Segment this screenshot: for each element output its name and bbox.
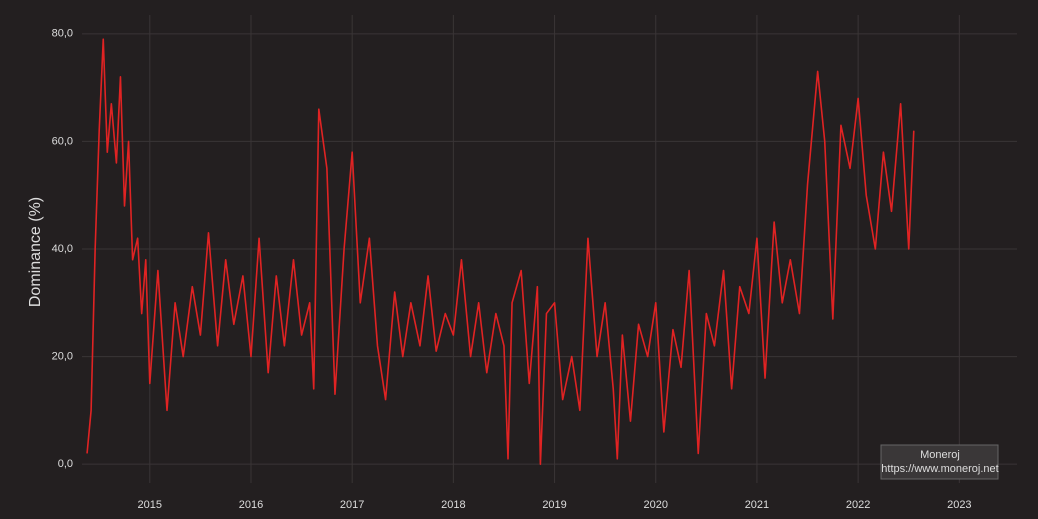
x-tick-label: 2020 bbox=[644, 499, 668, 511]
x-tick-label: 2017 bbox=[340, 499, 364, 511]
annotation: https://www.moneroj.net bbox=[881, 463, 998, 475]
x-tick-label: 2021 bbox=[745, 499, 769, 511]
x-tick-label: 2015 bbox=[138, 499, 162, 511]
x-tick-label: 2022 bbox=[846, 499, 870, 511]
x-tick-label: 2016 bbox=[239, 499, 263, 511]
y-tick-label: 80,0 bbox=[52, 28, 73, 40]
annotation-box bbox=[880, 444, 999, 480]
y-axis-label: Dominance (%) bbox=[27, 197, 44, 307]
annotation: Moneroj bbox=[920, 449, 960, 461]
y-tick-label: 40,0 bbox=[52, 243, 73, 255]
x-tick-label: 2019 bbox=[542, 499, 566, 511]
x-tick-label: 2023 bbox=[947, 499, 971, 511]
y-tick-label: 0,0 bbox=[58, 458, 73, 470]
y-tick-label: 60,0 bbox=[52, 135, 73, 147]
x-tick-label: 2018 bbox=[441, 499, 465, 511]
data-line bbox=[86, 38, 915, 465]
y-tick-label: 20,0 bbox=[52, 350, 73, 362]
